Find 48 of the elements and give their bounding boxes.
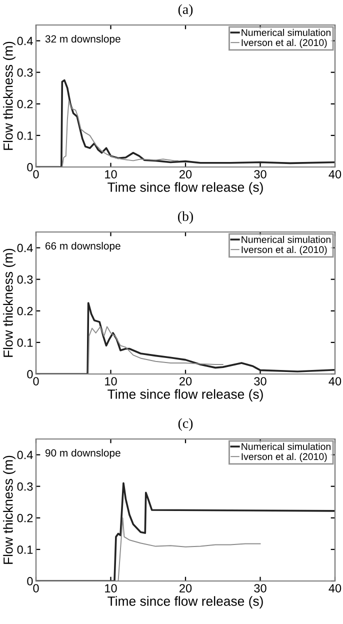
x-tick-label: 0 [33,377,39,386]
y-tick-label: 0.2 [17,306,33,316]
y-tick-label: 0.1 [17,338,33,347]
legend-label: Numerical simulation [242,442,330,450]
y-tick-label: 0.4 [17,244,33,252]
legend-label: Numerical simulation [242,28,330,36]
y-axis-title: Flow thickness (m) [3,42,16,150]
x-tick-label: 20 [180,584,192,592]
x-tick-label: 40 [328,377,342,386]
y-tick-label: 0.4 [17,36,33,46]
x-tick-label: 20 [180,377,192,386]
chart-title: (a) [178,4,193,17]
x-tick-label: 0 [33,584,39,592]
x-tick-label: 30 [254,170,266,178]
y-tick-label: 0 [27,370,33,378]
y-axis-title: Flow thickness (m) [3,248,16,357]
y-tick-label: 0.1 [17,131,33,140]
y-axis-title: Flow thickness (m) [3,456,16,564]
y-tick-label: 0.3 [17,482,33,491]
legend-label: Iverson et al. (2010) [242,452,327,462]
y-tick-label: 0 [27,577,33,586]
x-axis-title: Time since flow release (s) [108,596,263,608]
y-tick-label: 0.4 [17,450,33,460]
x-tick-label: 40 [328,584,342,592]
chart-title: (c) [178,418,193,431]
annotation: 32 m downslope [45,34,120,45]
y-tick-label: 0.2 [17,100,33,108]
legend-label: Numerical simulation [242,236,330,244]
x-tick-label: 40 [328,170,342,178]
y-tick-label: 0.3 [17,68,33,77]
legend-label: Iverson et al. (2010) [242,38,327,48]
y-tick-label: 0.2 [17,514,33,522]
annotation: 66 m downslope [46,242,120,252]
x-tick-label: 30 [254,584,266,592]
x-axis-title: Time since flow release (s) [108,389,263,402]
legend-label: Iverson et al. (2010) [242,246,327,255]
x-tick-label: 0 [33,170,39,178]
x-tick-label: 20 [180,170,192,178]
y-tick-label: 0.1 [17,545,33,554]
y-tick-label: 0 [27,163,33,172]
x-tick-label: 10 [105,377,117,386]
y-tick-label: 0.3 [17,275,33,284]
chart-title: (b) [178,211,193,224]
x-axis-title: Time since flow release (s) [108,182,263,194]
x-tick-label: 10 [105,170,117,178]
x-tick-label: 30 [254,377,266,386]
annotation: 90 m downslope [45,448,120,459]
x-tick-label: 10 [105,584,117,592]
